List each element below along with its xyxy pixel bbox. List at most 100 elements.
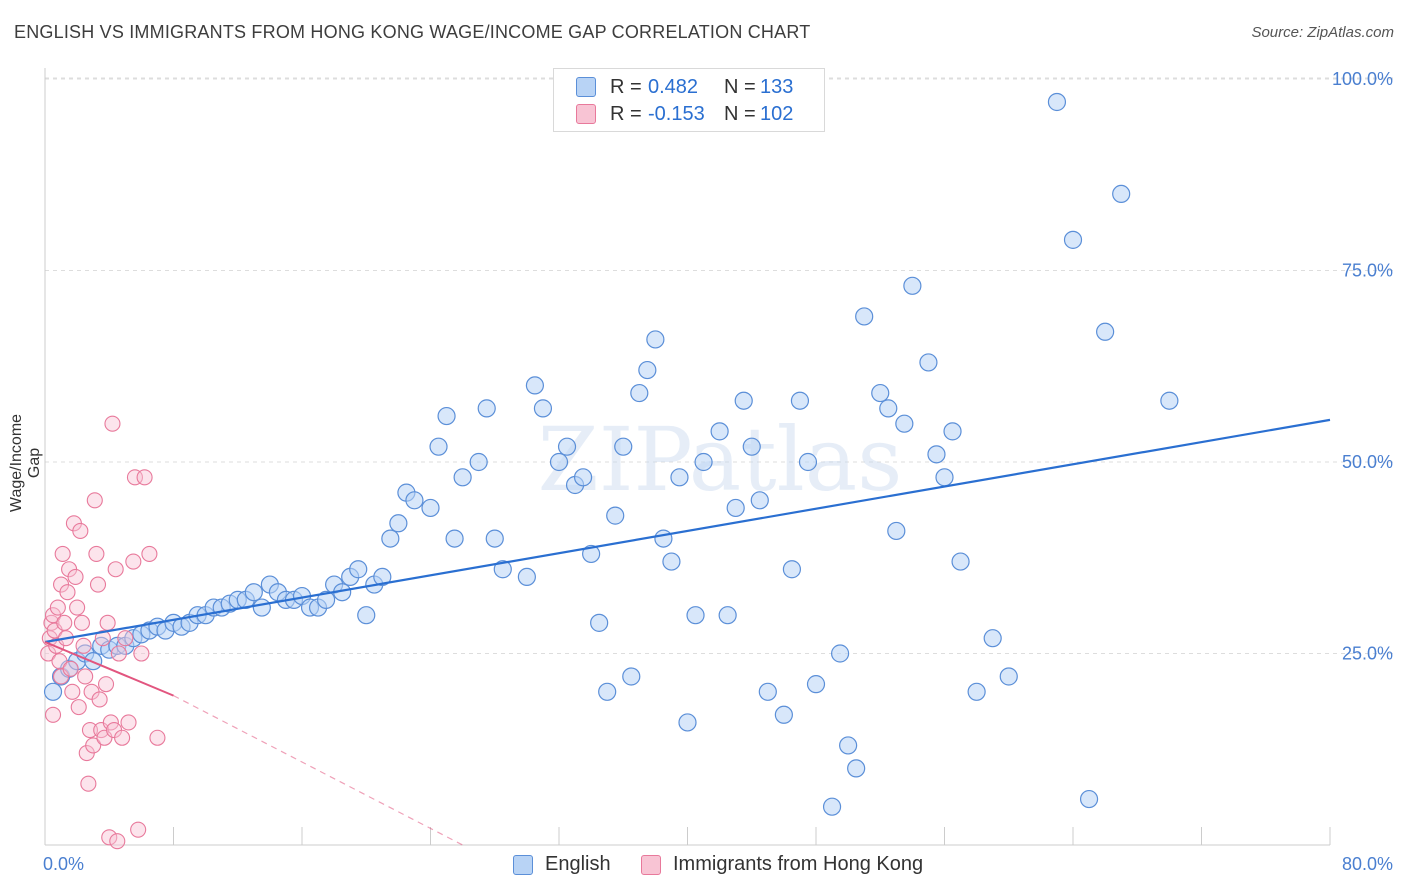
data-point-english <box>983 629 1002 648</box>
data-point-english <box>557 437 577 456</box>
data-point-hongkong <box>88 545 105 562</box>
data-point-english <box>927 445 946 464</box>
bottom-legend-swatch-english <box>513 854 533 875</box>
data-point-hongkong <box>75 637 92 654</box>
data-point-english <box>381 529 400 548</box>
data-point-hongkong <box>130 821 147 838</box>
data-point-hongkong <box>44 706 62 723</box>
data-point-english <box>951 552 970 571</box>
y-tick-label: 50.0% <box>1342 452 1393 472</box>
data-point-english <box>614 437 633 456</box>
data-point-english <box>1096 322 1115 341</box>
data-point-english <box>389 514 408 533</box>
data-point-english <box>798 452 818 472</box>
grid-lines <box>45 77 1394 654</box>
data-point-english <box>726 498 745 518</box>
data-point-english <box>357 606 376 625</box>
data-point-hongkong <box>110 645 127 662</box>
data-point-hongkong <box>77 668 94 685</box>
data-point-english <box>1047 92 1067 112</box>
legend-swatch-english <box>576 77 596 97</box>
data-point-hongkong <box>67 568 84 585</box>
data-point-hongkong <box>97 676 115 693</box>
data-point-hongkong <box>59 584 76 601</box>
data-point-hongkong <box>107 561 124 578</box>
bottom-legend: English Immigrants from Hong Kong <box>0 851 1406 879</box>
data-point-hongkong <box>94 630 111 647</box>
source-label: Source: ZipAtlas.com <box>1251 24 1394 41</box>
trend-lines <box>44 418 1331 846</box>
axes <box>44 68 1331 846</box>
data-point-english <box>855 307 874 326</box>
legend-row-hongkong: R = -0.153 N = 102 <box>576 101 793 127</box>
data-point-hongkong <box>62 660 79 677</box>
data-point-hongkong <box>54 545 71 562</box>
data-point-english <box>549 452 569 472</box>
data-point-english <box>493 560 512 579</box>
data-point-hongkong <box>89 576 107 593</box>
bottom-legend-hongkong[interactable]: Immigrants from Hong Kong <box>641 853 923 876</box>
data-point-english <box>710 422 729 441</box>
data-point-english <box>533 399 553 418</box>
data-point-hongkong <box>99 614 116 631</box>
data-point-english <box>871 383 890 403</box>
data-point-english <box>758 682 777 701</box>
legend-r-value: -0.153 <box>648 102 705 125</box>
data-point-hongkong <box>56 614 73 631</box>
trend-line-hongkong <box>44 641 174 697</box>
y-tick-label: 100.0% <box>1332 69 1393 89</box>
data-point-english <box>622 667 641 686</box>
y-tick-label: 75.0% <box>1342 261 1393 281</box>
data-point-hongkong <box>104 415 121 432</box>
trend-line-english <box>44 418 1331 644</box>
data-point-hongkong <box>149 729 166 746</box>
data-point-hongkong <box>141 545 158 562</box>
x-tick-labels: 0.0% 80.0% <box>43 854 1393 874</box>
data-point-english <box>244 583 263 602</box>
data-point-english <box>782 560 802 579</box>
data-point-english <box>485 529 504 548</box>
data-point-english <box>967 682 986 701</box>
data-point-english <box>445 529 464 548</box>
data-point-hongkong <box>49 599 66 616</box>
data-point-english <box>742 437 761 456</box>
data-point-english <box>638 360 657 380</box>
data-point-english <box>469 452 488 472</box>
data-point-hongkong <box>117 630 134 647</box>
data-point-english <box>421 498 440 518</box>
x-tick-label: 80.0% <box>1342 854 1393 874</box>
data-point-english <box>774 705 793 724</box>
y-tick-label: 25.0% <box>1342 644 1393 664</box>
data-point-english <box>654 529 673 548</box>
data-point-english <box>662 552 681 571</box>
data-point-hongkong <box>64 683 81 700</box>
data-point-english <box>790 391 810 410</box>
bottom-legend-english[interactable]: English <box>513 853 611 876</box>
data-point-english <box>935 468 954 487</box>
data-point-english <box>316 590 336 609</box>
data-point-english <box>686 606 705 625</box>
data-point-english <box>1063 230 1083 249</box>
data-point-english <box>373 567 392 587</box>
data-point-english <box>718 606 737 625</box>
bottom-legend-label-hongkong: Immigrants from Hong Kong <box>673 853 924 875</box>
data-point-english <box>349 560 368 579</box>
trend-line-hongkong-extrapolated <box>173 695 463 846</box>
data-point-english <box>879 399 898 418</box>
data-point-english <box>582 544 601 564</box>
data-point-hongkong <box>101 829 118 846</box>
data-point-english <box>887 521 906 541</box>
data-point-english <box>1112 184 1131 203</box>
data-point-hongkong <box>133 645 150 662</box>
data-point-english <box>943 422 962 441</box>
data-point-english <box>598 682 617 701</box>
data-point-english <box>437 406 456 426</box>
data-point-hongkong <box>81 722 99 739</box>
legend-n-label: N = <box>724 75 756 98</box>
data-point-english <box>429 437 448 456</box>
data-point-english <box>830 644 850 663</box>
data-point-hongkong <box>114 729 131 746</box>
data-point-english <box>903 276 922 295</box>
data-point-hongkong <box>86 492 103 509</box>
